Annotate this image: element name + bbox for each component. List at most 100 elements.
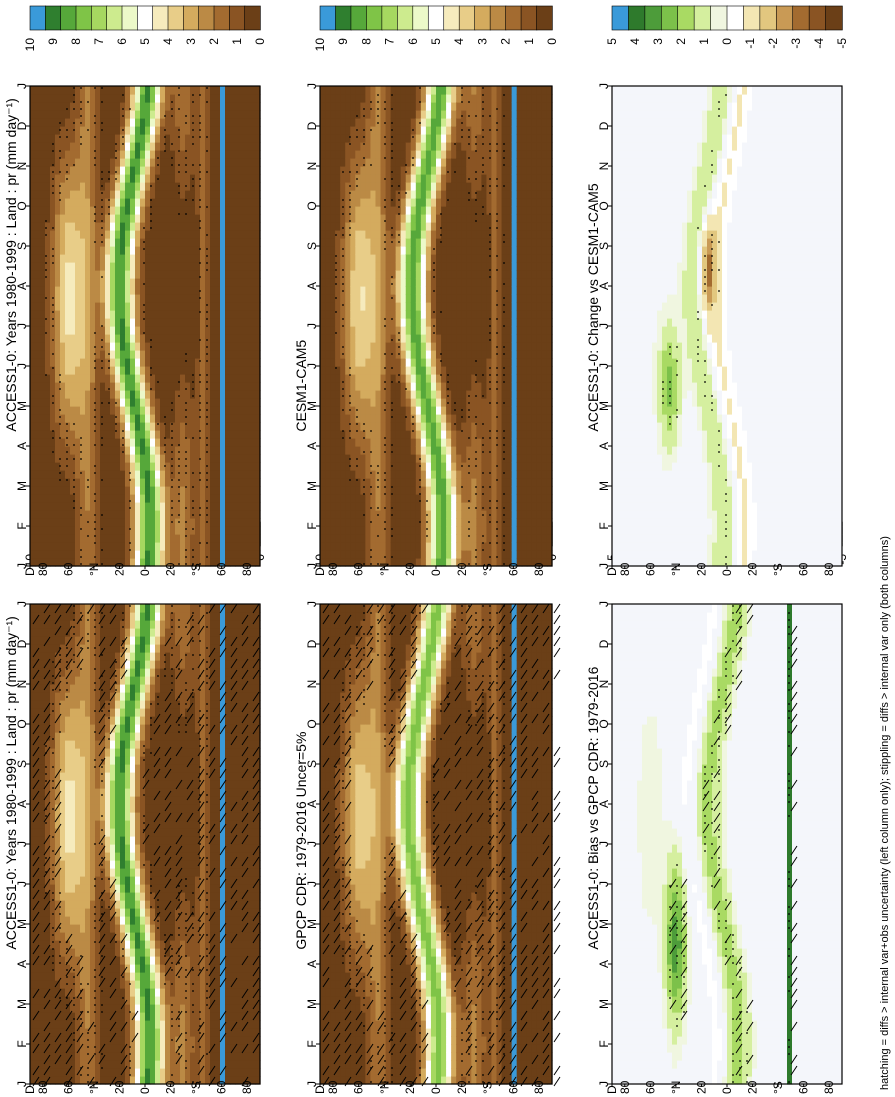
heatmap-cell xyxy=(120,510,126,519)
heatmap-cell xyxy=(75,684,81,693)
heatmap-cell xyxy=(60,462,66,471)
stipple-dot xyxy=(122,647,124,649)
heatmap-cell xyxy=(155,1060,161,1069)
heatmap-cell xyxy=(75,230,81,239)
heatmap-cell xyxy=(155,772,161,781)
heatmap-cell xyxy=(50,118,56,127)
heatmap-cell xyxy=(115,964,121,973)
heatmap-cell xyxy=(190,1060,196,1069)
stipple-dot xyxy=(94,969,96,971)
heatmap-cell xyxy=(35,900,41,909)
heatmap-cell xyxy=(35,206,41,215)
heatmap-cell xyxy=(205,900,211,909)
heatmap-cell xyxy=(80,470,86,479)
heatmap-cell xyxy=(85,708,91,717)
heatmap-cell xyxy=(90,676,96,685)
heatmap-cell xyxy=(240,1044,246,1053)
hatch-stroke xyxy=(43,812,51,823)
heatmap-cell xyxy=(30,868,36,877)
heatmap-cell xyxy=(125,628,131,637)
heatmap-cell xyxy=(110,764,116,773)
heatmap-cell xyxy=(75,972,81,981)
heatmap-cell xyxy=(100,1060,106,1069)
heatmap-cell xyxy=(150,916,156,925)
heatmap-cell xyxy=(180,692,186,701)
heatmap-cell xyxy=(30,334,36,343)
heatmap-cell xyxy=(140,526,146,535)
heatmap-cell xyxy=(90,230,96,239)
heatmap-cell xyxy=(45,684,51,693)
stipple-dot xyxy=(206,822,208,824)
heatmap-cell xyxy=(75,1060,81,1069)
stipple-dot xyxy=(171,1081,173,1083)
stipple-dot xyxy=(199,724,201,726)
heatmap-cell xyxy=(70,294,76,303)
heatmap-cell xyxy=(225,1028,231,1037)
heatmap-cell xyxy=(50,956,56,965)
heatmap-cell xyxy=(105,940,111,949)
heatmap-cell xyxy=(115,510,121,519)
heatmap-cell xyxy=(125,134,131,143)
stipple-dot xyxy=(185,899,187,901)
heatmap-cell xyxy=(120,518,126,527)
heatmap-cell xyxy=(50,358,56,367)
heatmap-cell xyxy=(40,542,46,551)
heatmap-cell xyxy=(55,964,61,973)
heatmap-cell xyxy=(240,924,246,933)
heatmap-cell xyxy=(80,860,86,869)
hatch-stroke xyxy=(252,614,260,625)
heatmap-cell xyxy=(65,118,71,127)
heatmap-cell xyxy=(215,708,221,717)
heatmap-cell xyxy=(30,390,36,399)
heatmap-cell xyxy=(165,1036,171,1045)
heatmap-cell xyxy=(80,892,86,901)
heatmap-cell xyxy=(80,366,86,375)
heatmap-cell xyxy=(60,166,66,175)
heatmap-cell xyxy=(90,534,96,543)
heatmap-cell xyxy=(40,470,46,479)
heatmap-cell xyxy=(40,604,46,613)
heatmap-cell xyxy=(115,684,121,693)
heatmap-cell xyxy=(125,366,131,375)
heatmap-cell xyxy=(170,836,176,845)
heatmap-cell xyxy=(110,374,116,383)
heatmap-cell xyxy=(210,804,216,813)
stipple-dot xyxy=(108,710,110,712)
heatmap-cell xyxy=(215,780,221,789)
stipple-dot xyxy=(185,654,187,656)
stipple-dot xyxy=(94,1053,96,1055)
hatch-stroke xyxy=(142,768,150,779)
heatmap-cell xyxy=(120,948,126,957)
heatmap-cell xyxy=(175,708,181,717)
heatmap-cell xyxy=(135,182,141,191)
heatmap-cell xyxy=(215,876,221,885)
heatmap-cell xyxy=(215,964,221,973)
heatmap-cell xyxy=(40,900,46,909)
heatmap-cell xyxy=(115,286,121,295)
heatmap-cell xyxy=(55,174,61,183)
heatmap-cell xyxy=(100,206,106,215)
heatmap-cell xyxy=(195,892,201,901)
heatmap-cell xyxy=(120,924,126,933)
heatmap-cell xyxy=(175,780,181,789)
heatmap-cell xyxy=(30,262,36,271)
heatmap-cell xyxy=(55,230,61,239)
heatmap-cell xyxy=(65,956,71,965)
heatmap-cell xyxy=(55,310,61,319)
stipple-dot xyxy=(192,619,194,621)
heatmap-cell xyxy=(125,668,131,677)
heatmap-cell xyxy=(160,1004,166,1013)
heatmap-cell xyxy=(40,692,46,701)
latitude-tick-label: 0 xyxy=(138,1087,152,1094)
heatmap-cell xyxy=(90,1044,96,1053)
heatmap-cell xyxy=(80,422,86,431)
heatmap-cell xyxy=(110,398,116,407)
heatmap-cell xyxy=(135,454,141,463)
heatmap-cell xyxy=(75,868,81,877)
heatmap-cell xyxy=(180,1020,186,1029)
heatmap-cell xyxy=(110,438,116,447)
heatmap-cell xyxy=(90,1068,96,1077)
heatmap-cell xyxy=(85,604,91,613)
heatmap-cell xyxy=(45,892,51,901)
heatmap-cell xyxy=(35,652,41,661)
